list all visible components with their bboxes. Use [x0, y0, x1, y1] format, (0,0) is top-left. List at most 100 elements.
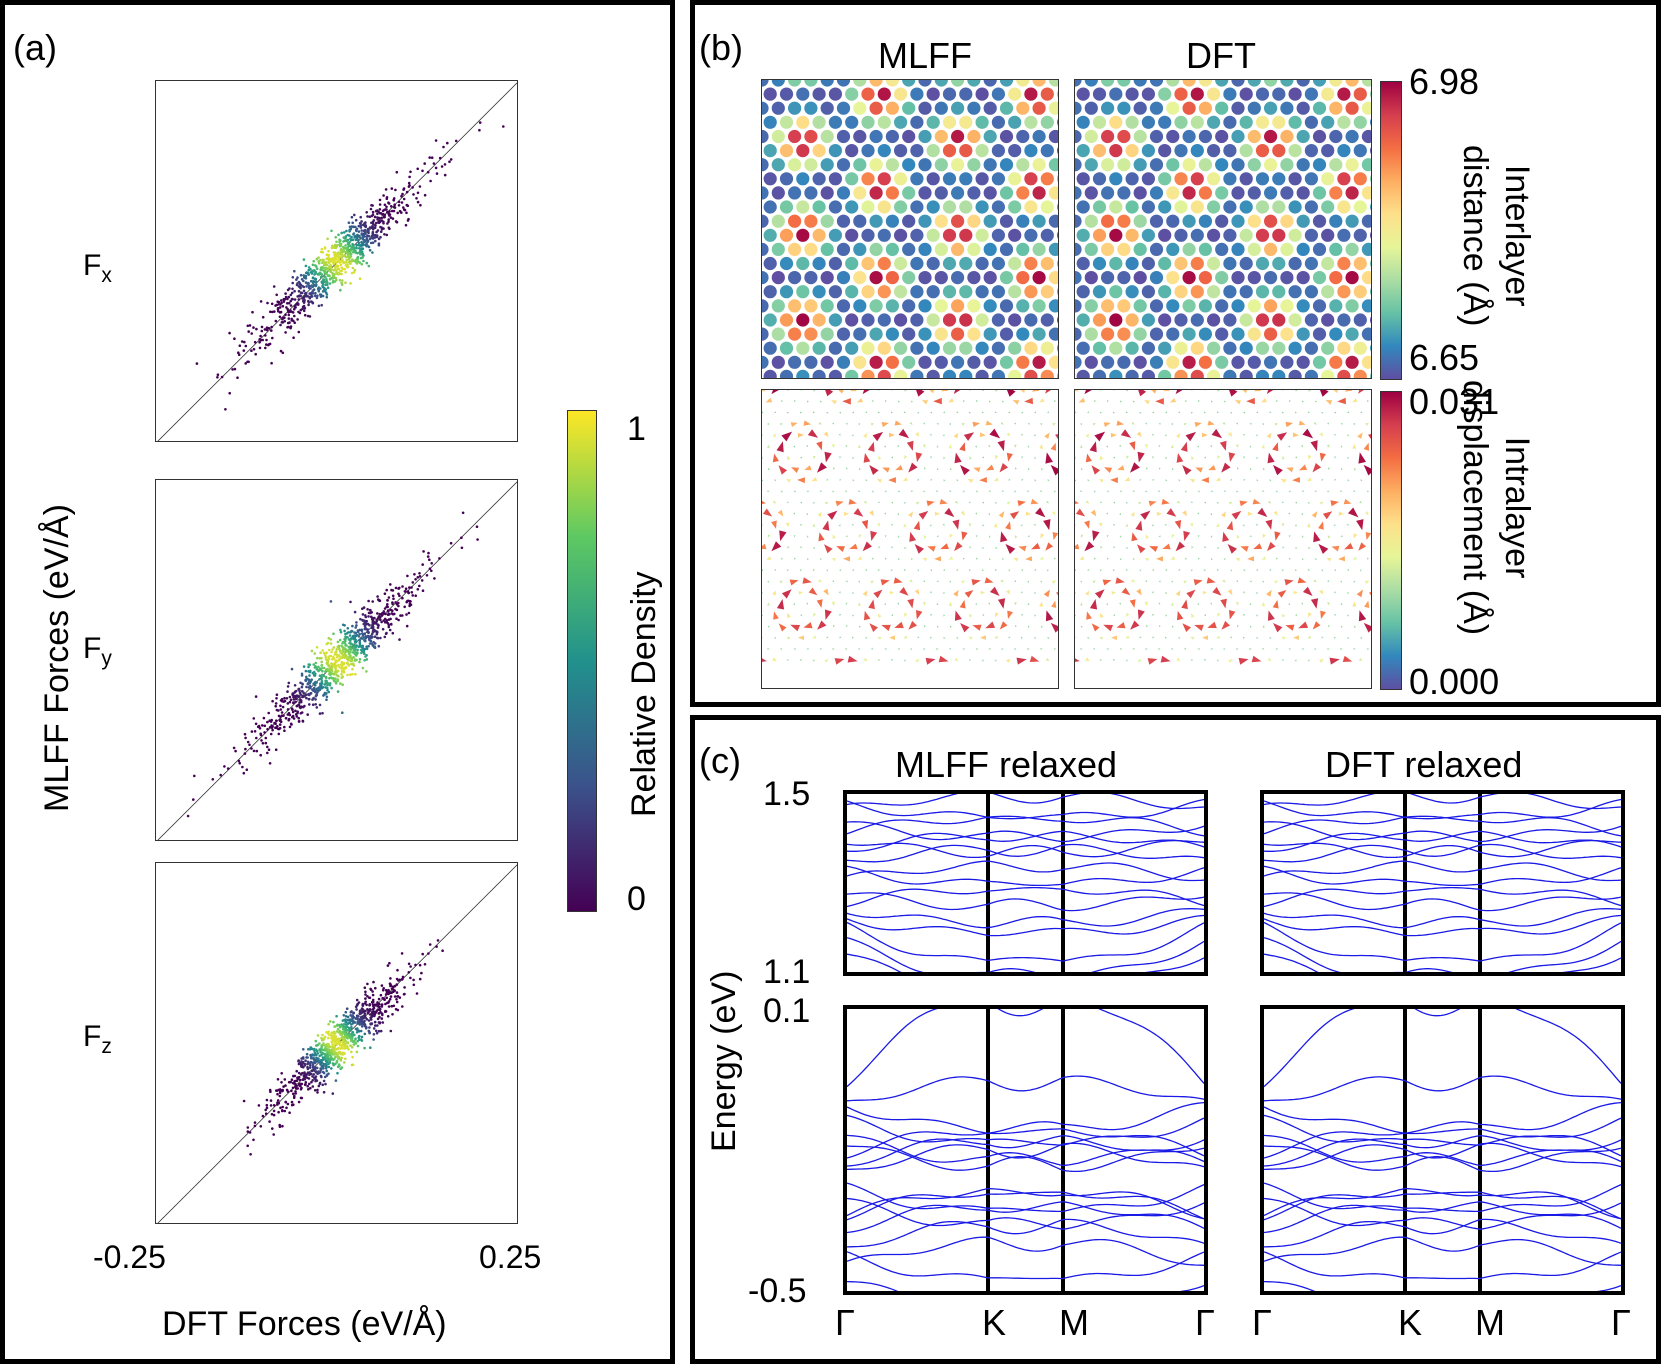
scatter-point — [300, 1096, 304, 1100]
displacement-arrow — [1130, 620, 1140, 630]
scatter-point — [290, 1078, 294, 1081]
scatter-point — [357, 230, 361, 233]
scatter-point — [289, 309, 292, 312]
displacement-arrow — [1197, 535, 1200, 538]
displacement-arrow — [1228, 452, 1236, 463]
displacement-arrow — [994, 635, 999, 639]
displacement-arrow — [959, 599, 966, 609]
lattice-site — [1024, 115, 1038, 129]
scatter-point — [379, 618, 382, 621]
displacement-arrow — [1207, 420, 1215, 426]
displacement-arrow — [1155, 398, 1164, 405]
lattice-site — [1223, 369, 1237, 378]
scatter-point — [433, 577, 436, 580]
scatter-point — [415, 992, 419, 995]
lattice-site — [1040, 228, 1054, 242]
displacement-arrow — [812, 659, 815, 662]
displacement-arrow — [1190, 523, 1194, 527]
lattice-site — [1141, 87, 1155, 101]
scatter-point — [369, 1046, 372, 1049]
displacement-arrow — [930, 569, 933, 572]
lattice-site — [828, 144, 842, 158]
scatter-point — [311, 276, 315, 279]
displacement-arrow — [1195, 467, 1203, 473]
displacement-arrow — [1360, 411, 1363, 413]
scatter-point — [324, 653, 327, 657]
scatter-point — [291, 714, 295, 718]
scatter-point — [297, 703, 301, 706]
displacement-arrow — [884, 399, 887, 403]
scatter-point — [327, 648, 331, 652]
displacement-arrow — [1359, 569, 1362, 572]
lattice-site — [1361, 242, 1371, 256]
displacement-arrow — [889, 635, 895, 640]
displacement-arrow — [1130, 511, 1135, 517]
displacement-arrow — [848, 498, 857, 505]
scatter-point — [416, 588, 420, 591]
displacement-arrow — [1005, 521, 1011, 530]
scatter-point — [263, 724, 267, 728]
displacement-arrow — [793, 648, 796, 651]
displacement-arrow — [1091, 623, 1100, 632]
scatter-point — [351, 1055, 354, 1059]
scatter-point — [335, 656, 339, 659]
displacement-arrow — [1094, 589, 1105, 599]
lattice-site — [1016, 214, 1030, 228]
scatter-point — [368, 226, 372, 229]
scatter-point — [325, 261, 328, 264]
lattice-site — [1272, 87, 1286, 101]
displacement-arrow — [772, 453, 779, 463]
displacement-arrow — [1014, 648, 1017, 651]
scatter-point — [263, 328, 267, 331]
lattice-site — [762, 186, 769, 200]
lattice-site — [942, 200, 957, 214]
lattice-site — [885, 158, 899, 172]
displacement-arrow — [1334, 478, 1337, 481]
scatter-point — [280, 1081, 283, 1084]
scatter-point — [265, 328, 269, 332]
displacement-arrow — [1182, 465, 1192, 475]
scatter-point — [291, 281, 294, 285]
lattice-site — [1109, 256, 1123, 271]
scatter-point — [307, 697, 311, 701]
scatter-point — [259, 732, 262, 736]
lattice-site — [861, 256, 875, 271]
scatter-point — [374, 1024, 377, 1027]
scatter-point — [356, 648, 359, 652]
displacement-arrow — [929, 591, 932, 594]
displacement-arrow — [1333, 433, 1336, 436]
scatter-point — [343, 642, 347, 645]
lattice-site — [910, 256, 924, 271]
lattice-site — [869, 355, 883, 369]
scatter-point — [388, 997, 392, 1001]
displacement-arrow — [1340, 535, 1343, 538]
displacement-arrow — [1346, 591, 1349, 594]
lattice-site — [1032, 299, 1046, 313]
scatter-point — [320, 303, 323, 307]
lattice-site — [796, 172, 810, 186]
lattice-site — [910, 369, 924, 378]
displacement-arrow — [1284, 579, 1294, 586]
scatter-point — [346, 627, 350, 630]
scatter-point — [367, 1019, 371, 1022]
scatter-point — [405, 203, 409, 207]
displacement-arrow — [1314, 490, 1317, 492]
lattice-site — [1109, 313, 1123, 327]
displacement-arrow — [1020, 636, 1023, 639]
scatter-point — [381, 627, 385, 631]
displacement-arrow — [1113, 390, 1115, 391]
displacement-arrow — [925, 657, 936, 665]
scatter-point — [307, 1088, 310, 1091]
scatter-point — [344, 1010, 348, 1014]
displacement-arrow — [1295, 501, 1297, 504]
scatter-point — [318, 712, 322, 715]
displacement-arrow — [793, 399, 796, 403]
lattice-site — [1075, 271, 1082, 285]
displacement-arrow — [1242, 390, 1248, 394]
displacement-arrow — [767, 580, 770, 583]
displacement-arrow — [1151, 524, 1154, 527]
lattice-site — [812, 285, 826, 299]
lattice-site — [1312, 355, 1327, 369]
displacement-arrow — [1243, 478, 1246, 481]
lattice-site — [1321, 228, 1335, 242]
